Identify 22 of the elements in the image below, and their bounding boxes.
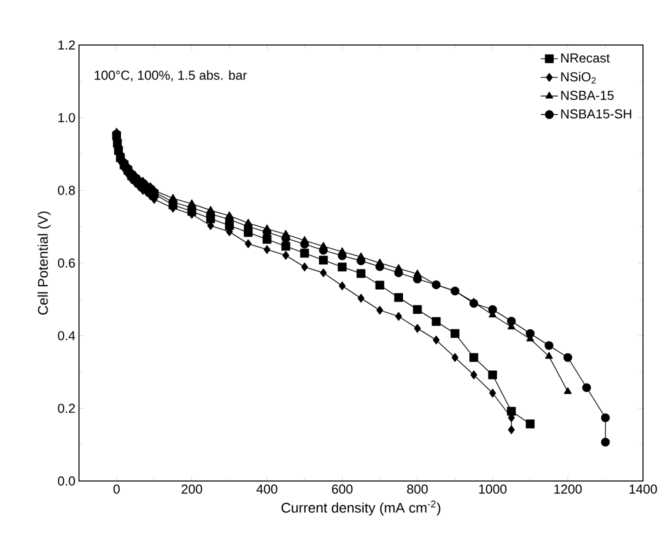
y-tick-label: 0.2 [58,404,75,413]
x-tick-label: 0 [114,484,120,494]
x-tick-label: 800 [407,484,428,494]
x-tick-label: 200 [182,484,202,494]
x-tick-label: 400 [256,484,278,494]
y-tick-label: 1.2 [58,40,75,50]
legend-label: NSiO$_{2}$ [561,72,596,84]
y-tick-label: 0.4 [58,331,76,340]
x-tick-label: 1400 [630,484,657,494]
y-axis-title: Cell Potential (V) [38,212,51,315]
annotation: 100°C, 100%, 1.5 abs. bar [94,70,247,82]
y-tick-label: 0.0 [58,476,75,486]
y-tick-label: 1.0 [58,113,75,122]
x-tick-label: 600 [332,484,353,494]
legend-label: NSBA15-SH [561,109,632,118]
y-tick-label: 0.8 [58,186,75,195]
x-tick-label: 1000 [479,484,507,494]
legend-label: NSBA-15 [561,90,614,100]
x-axis-title: Current density (mA cm$^{-2}$) [282,500,440,516]
x-tick-label: 1200 [554,484,582,494]
legend-label: NRecast [561,54,610,63]
y-tick-label: 0.6 [58,258,75,268]
